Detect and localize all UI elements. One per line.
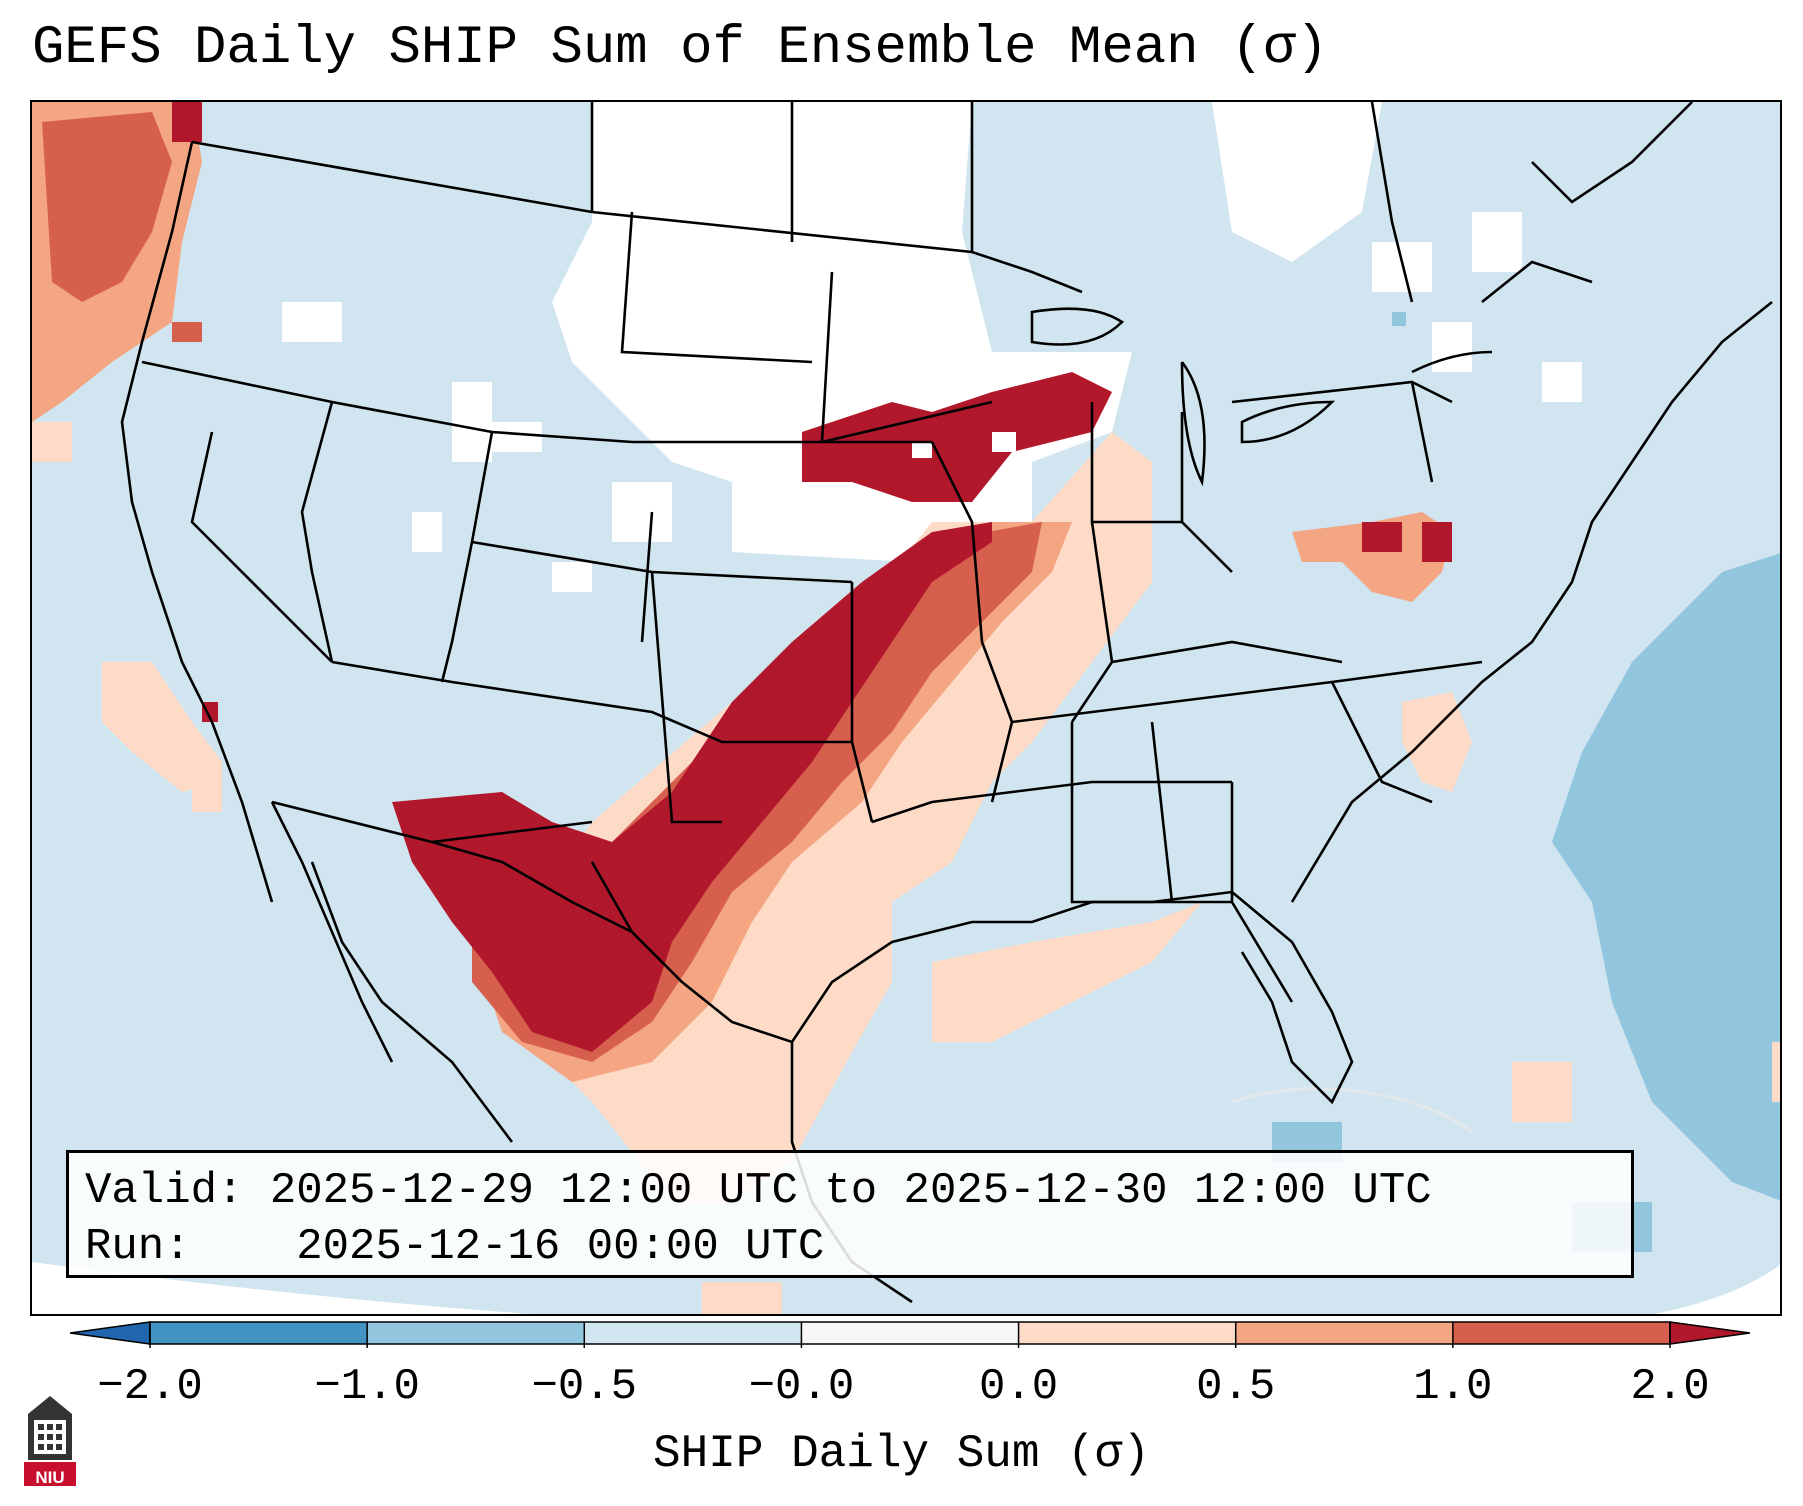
run-label: Run: — [85, 1222, 191, 1272]
colorbar-segment — [367, 1322, 585, 1344]
positive-anomaly-gulf-coast — [932, 902, 1202, 1042]
positive-anomaly-central-core — [392, 522, 992, 1052]
positive-anomaly-pacific-nw-patch — [172, 102, 202, 142]
colorbar-tick-label: −1.0 — [314, 1362, 420, 1412]
colorbar — [70, 1321, 1750, 1348]
colorbar-tick-label: −0.0 — [748, 1362, 855, 1412]
colorbar-tick-label: −2.0 — [97, 1362, 203, 1412]
valid-value: 2025-12-29 12:00 UTC to 2025-12-30 12:00… — [269, 1166, 1432, 1216]
colorbar-segment — [1452, 1322, 1670, 1344]
neutral-patches — [282, 212, 1582, 592]
projection-edge-bottom-left — [32, 1262, 532, 1314]
colorbar-tick-label: 1.0 — [1413, 1362, 1493, 1412]
valid-time-box: Valid: 2025-12-29 12:00 UTC to 2025-12-3… — [66, 1150, 1634, 1278]
map-panel — [30, 100, 1782, 1316]
positive-anomaly-upper-midwest — [802, 372, 1112, 502]
projection-edge-bottom-right — [1654, 1264, 1780, 1314]
colorbar-segment — [1018, 1322, 1236, 1344]
neutral-region-canada-east — [1212, 102, 1382, 262]
colorbar-tick-label: 0.5 — [1196, 1362, 1276, 1412]
negative-anomaly-great-lakes — [1392, 312, 1406, 326]
colorbar-extend-high — [1669, 1321, 1750, 1345]
colorbar-segment — [150, 1322, 368, 1344]
run-value: 2025-12-16 00:00 UTC — [296, 1222, 825, 1272]
niu-logo-text: NIU — [35, 1468, 65, 1487]
colorbar-label: SHIP Daily Sum (σ) — [653, 1428, 1150, 1480]
colorbar-extend-low — [70, 1321, 151, 1345]
colorbar-tick-label: 2.0 — [1630, 1362, 1710, 1412]
positive-anomaly-ohio-valley — [1292, 512, 1452, 602]
positive-anomaly-southeast — [1402, 692, 1472, 792]
political-boundaries — [120, 102, 1773, 1304]
colorbar-ticks — [149, 1322, 1671, 1348]
colorbar-segment — [584, 1322, 802, 1344]
chart-title: GEFS Daily SHIP Sum of Ensemble Mean (σ) — [32, 18, 1329, 79]
negative-anomaly-atlantic — [1552, 553, 1780, 1201]
colorbar-segment — [1235, 1322, 1453, 1344]
colorbar-tick-label: −0.5 — [531, 1362, 638, 1412]
cuba-outline — [1231, 1087, 1473, 1134]
positive-anomaly-pacific-sw — [102, 662, 222, 792]
map-canvas — [32, 102, 1780, 1314]
colorbar-tick-label: 0.0 — [978, 1362, 1059, 1412]
valid-label: Valid: — [85, 1166, 244, 1216]
colorbar-segments — [149, 1321, 1671, 1345]
colorbar-segment — [801, 1322, 1019, 1344]
niu-logo — [24, 1396, 76, 1486]
positive-anomaly-pacific-nw-core — [42, 112, 172, 302]
